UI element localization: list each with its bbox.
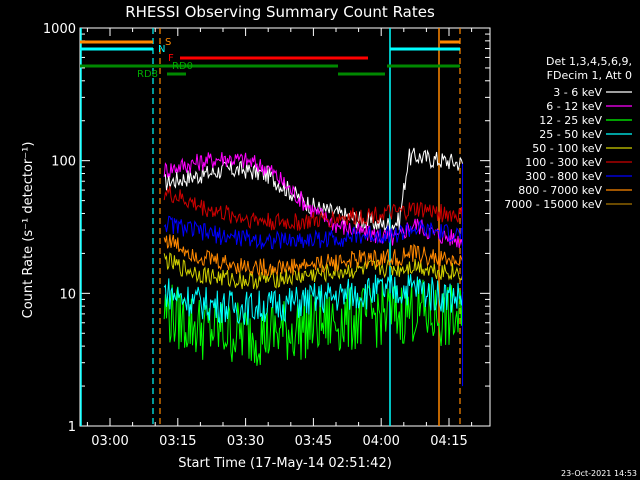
legend-label: 6 - 12 keV [546,100,602,113]
x-tick-label: 03:45 [295,434,332,449]
flag-label-rd8: RD8 [137,69,158,80]
series-line [163,252,464,291]
x-axis-label: Start Time (17-May-14 02:51:42) [178,456,392,471]
legend-label: 7000 - 15000 keV [504,198,602,211]
y-tick-label: 100 [51,155,76,170]
x-tick-label: 03:15 [159,434,196,449]
y-axis-label: Count Rate (s⁻¹ detector⁻¹) [21,142,36,319]
legend-label: 25 - 50 keV [539,128,602,141]
series-line [163,215,463,250]
series-line [163,274,464,325]
legend-label: 300 - 800 keV [525,170,602,183]
y-tick-label: 10 [59,287,76,302]
series-line [163,234,464,276]
legend-label: 100 - 300 keV [525,156,602,169]
legend-title-1: Det 1,3,4,5,6,9, [546,55,632,68]
flag-label-n: N [158,44,165,55]
y-tick-label: 1000 [43,22,76,37]
chart-title: RHESSI Observing Summary Count Rates [125,3,435,21]
x-tick-label: 03:00 [91,434,128,449]
series-line [163,147,464,235]
legend-label: 50 - 100 keV [532,142,602,155]
series-line [163,279,464,366]
legend-title-2: FDecim 1, Att 0 [547,69,632,82]
x-tick-label: 04:15 [430,434,467,449]
flag-label-rd0: RD0 [172,61,193,72]
x-tick-label: 03:30 [227,434,264,449]
flag-label-s: S [165,37,171,48]
flag-label-f: F [168,53,174,64]
series-line [163,185,464,232]
legend-label: 800 - 7000 keV [518,184,602,197]
legend-label: 3 - 6 keV [553,86,602,99]
plot-frame [79,27,491,427]
x-tick-label: 04:00 [362,434,399,449]
legend-label: 12 - 25 keV [539,114,602,127]
timestamp: 23-Oct-2021 14:53 [561,469,637,478]
y-tick-label: 1 [68,420,76,435]
